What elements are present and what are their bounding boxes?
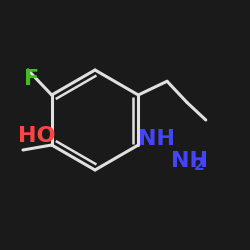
Text: HO: HO xyxy=(18,126,55,146)
Text: F: F xyxy=(24,69,39,89)
Text: NH: NH xyxy=(171,151,208,171)
Text: NH: NH xyxy=(138,129,175,149)
Text: 2: 2 xyxy=(194,158,204,172)
